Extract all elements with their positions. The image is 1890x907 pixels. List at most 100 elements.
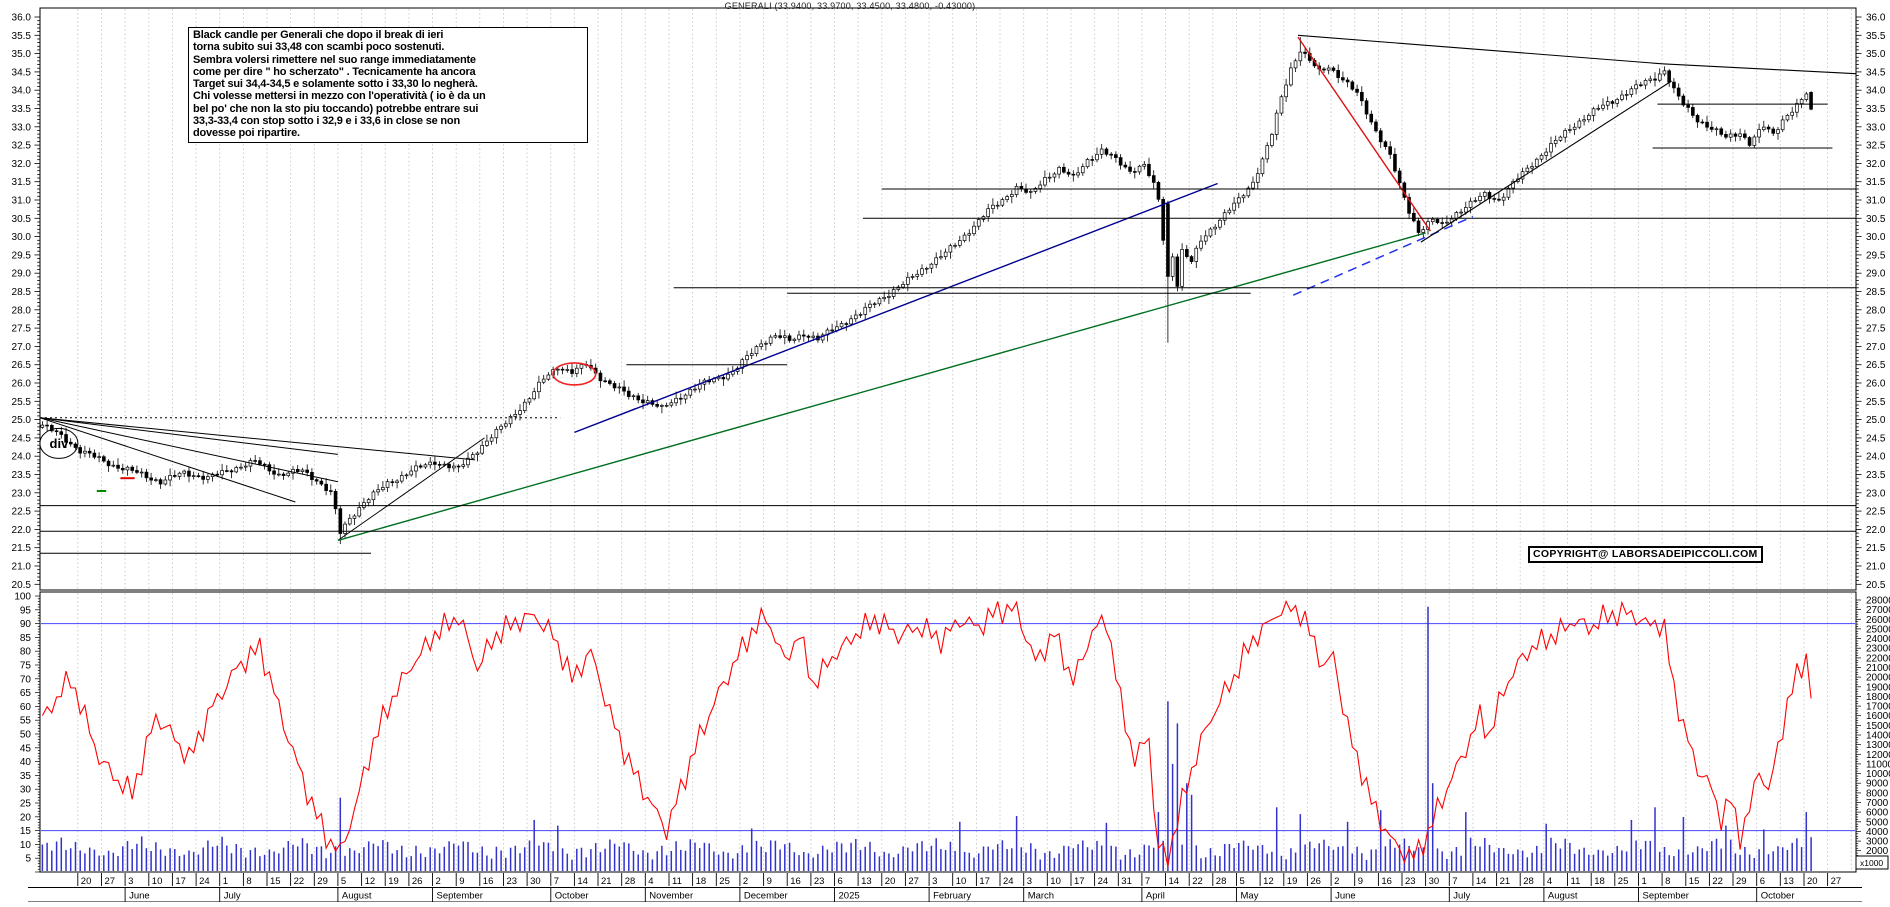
svg-text:19: 19 <box>1287 876 1298 887</box>
svg-text:14: 14 <box>577 876 588 887</box>
svg-text:14000: 14000 <box>1866 731 1890 742</box>
svg-text:90: 90 <box>20 619 32 630</box>
svg-text:33.5: 33.5 <box>1866 104 1886 115</box>
analysis-note-line: Black candle per Generali che dopo il br… <box>193 29 444 41</box>
svg-text:28: 28 <box>625 876 636 887</box>
svg-text:23.0: 23.0 <box>12 488 32 499</box>
svg-text:12: 12 <box>365 876 376 887</box>
svg-text:26.0: 26.0 <box>1866 379 1886 390</box>
svg-text:19: 19 <box>388 876 399 887</box>
analysis-note-line: bel po' che non la sto piu toccando) pot… <box>193 102 479 115</box>
svg-text:23.5: 23.5 <box>12 470 32 481</box>
svg-text:65: 65 <box>20 688 32 699</box>
svg-text:16000: 16000 <box>1866 711 1890 722</box>
svg-text:28.5: 28.5 <box>1866 287 1886 298</box>
svg-text:8: 8 <box>1665 876 1670 887</box>
svg-text:18: 18 <box>1594 876 1605 887</box>
svg-text:12000: 12000 <box>1866 750 1890 761</box>
svg-text:32.5: 32.5 <box>1866 141 1886 152</box>
svg-text:45: 45 <box>20 743 32 754</box>
svg-text:80: 80 <box>20 647 32 658</box>
svg-text:20.5: 20.5 <box>12 580 32 591</box>
svg-text:2025: 2025 <box>839 891 860 902</box>
svg-text:26: 26 <box>412 876 423 887</box>
svg-text:1: 1 <box>1642 876 1647 887</box>
svg-text:24: 24 <box>199 876 210 887</box>
svg-text:36.0: 36.0 <box>12 13 32 24</box>
svg-text:25: 25 <box>20 799 32 810</box>
svg-text:16: 16 <box>1381 876 1392 887</box>
svg-text:1: 1 <box>223 876 228 887</box>
svg-text:10: 10 <box>152 876 163 887</box>
svg-text:21.0: 21.0 <box>12 562 32 573</box>
svg-text:22.0: 22.0 <box>1866 525 1886 536</box>
svg-text:July: July <box>1453 891 1470 902</box>
svg-text:21: 21 <box>1500 876 1511 887</box>
svg-text:25: 25 <box>719 876 730 887</box>
svg-text:35: 35 <box>20 771 32 782</box>
svg-text:31: 31 <box>1121 876 1132 887</box>
svg-text:23: 23 <box>1405 876 1416 887</box>
svg-text:28: 28 <box>1216 876 1227 887</box>
svg-text:30.0: 30.0 <box>12 232 32 243</box>
svg-text:13000: 13000 <box>1866 740 1890 751</box>
svg-text:3: 3 <box>1027 876 1032 887</box>
svg-text:22000: 22000 <box>1866 653 1890 664</box>
svg-text:32.0: 32.0 <box>1866 159 1886 170</box>
svg-text:25: 25 <box>1618 876 1629 887</box>
svg-text:2000: 2000 <box>1866 846 1889 857</box>
svg-text:17: 17 <box>1074 876 1085 887</box>
svg-text:27: 27 <box>1831 876 1842 887</box>
svg-text:21.5: 21.5 <box>1866 543 1886 554</box>
svg-text:6: 6 <box>838 876 843 887</box>
svg-text:23: 23 <box>814 876 825 887</box>
svg-text:26.5: 26.5 <box>1866 360 1886 371</box>
analysis-note-line: Target sui 34,4-34,5 e solamente sotto i… <box>193 78 478 91</box>
svg-text:28.0: 28.0 <box>12 305 32 316</box>
svg-text:40: 40 <box>20 757 32 768</box>
svg-text:11: 11 <box>1571 876 1581 887</box>
svg-text:30: 30 <box>530 876 541 887</box>
svg-text:December: December <box>744 891 788 902</box>
svg-text:50: 50 <box>20 730 32 741</box>
svg-text:75: 75 <box>20 661 32 672</box>
svg-text:10: 10 <box>956 876 967 887</box>
svg-text:16: 16 <box>483 876 494 887</box>
svg-text:13: 13 <box>861 876 872 887</box>
svg-text:6000: 6000 <box>1866 808 1889 819</box>
svg-text:24.5: 24.5 <box>12 433 32 444</box>
svg-text:18: 18 <box>696 876 707 887</box>
svg-text:100: 100 <box>14 592 31 603</box>
svg-text:34.5: 34.5 <box>12 67 32 78</box>
svg-text:4: 4 <box>648 876 653 887</box>
svg-text:September: September <box>437 891 483 902</box>
svg-text:21.5: 21.5 <box>12 543 32 554</box>
svg-text:26: 26 <box>1310 876 1321 887</box>
svg-text:2: 2 <box>1334 876 1339 887</box>
svg-text:7: 7 <box>554 876 559 887</box>
svg-text:26.0: 26.0 <box>12 379 32 390</box>
svg-text:10: 10 <box>1050 876 1061 887</box>
svg-text:28000: 28000 <box>1866 596 1890 607</box>
svg-text:13: 13 <box>1783 876 1794 887</box>
svg-text:9: 9 <box>1358 876 1363 887</box>
svg-text:4000: 4000 <box>1866 827 1889 838</box>
svg-text:17: 17 <box>175 876 186 887</box>
svg-text:28.5: 28.5 <box>12 287 32 298</box>
svg-text:32.5: 32.5 <box>12 141 32 152</box>
svg-text:June: June <box>1335 891 1356 902</box>
svg-text:26000: 26000 <box>1866 615 1890 626</box>
svg-text:23.0: 23.0 <box>1866 488 1886 499</box>
svg-text:17000: 17000 <box>1866 702 1890 713</box>
svg-text:x1000: x1000 <box>1860 858 1883 868</box>
svg-text:21.0: 21.0 <box>1866 562 1886 573</box>
svg-text:October: October <box>555 891 589 902</box>
svg-text:15: 15 <box>1689 876 1700 887</box>
svg-text:35.0: 35.0 <box>1866 49 1886 60</box>
svg-text:30.5: 30.5 <box>12 214 32 225</box>
svg-text:7000: 7000 <box>1866 798 1889 809</box>
svg-text:29.0: 29.0 <box>12 269 32 280</box>
svg-text:30: 30 <box>1429 876 1440 887</box>
svg-text:31.0: 31.0 <box>1866 196 1886 207</box>
